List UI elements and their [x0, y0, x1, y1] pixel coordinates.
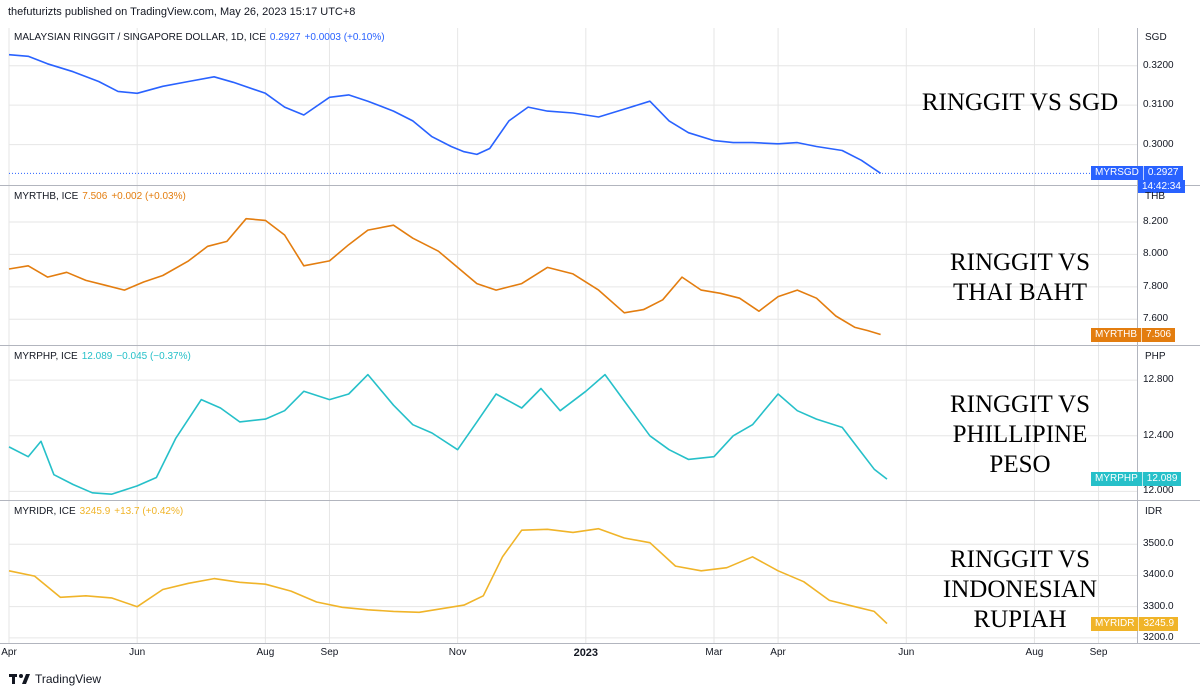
- price-axis-currency: THB: [1145, 191, 1165, 202]
- chart-pane-myridr[interactable]: MYRIDR, ICE 3245.9 +13.7 (+0.42%) IDR 3500.0…: [0, 502, 1200, 643]
- price-tag-symbol: MYRSGD: [1095, 167, 1139, 179]
- series-title: MYRTHB, ICE: [14, 191, 79, 202]
- chart-pane-myrphp[interactable]: MYRPHP, ICE 12.089 −0.045 (−0.37%) PHP 12.80…: [0, 347, 1200, 499]
- last-price-tag: MYRSGD 0.2927: [1091, 166, 1183, 181]
- price-tag-value: 3245.9: [1138, 616, 1178, 631]
- price-axis-label: 7.800: [1143, 280, 1169, 292]
- x-tick-label: Sep: [320, 647, 339, 658]
- last-price-tag: MYRIDR 3245.9: [1091, 616, 1179, 631]
- annotation-text: RINGGIT VS THAI BAHT: [905, 248, 1135, 308]
- price-axis-label: 3300.0: [1143, 600, 1174, 612]
- annotation-line: RINGGIT VS SGD: [921, 89, 1119, 116]
- x-tick-label: Mar: [705, 647, 723, 658]
- price-axis-label: 8.200: [1143, 215, 1169, 227]
- pane-legend: MYRTHB, ICE 7.506 +0.002 (+0.03%): [14, 191, 190, 202]
- series-value: 3245.9: [79, 506, 111, 517]
- x-tick-label: Aug: [256, 647, 275, 658]
- series-title: MYRPHP, ICE: [14, 351, 78, 362]
- publication-header: thefuturizts published on TradingView.co…: [8, 6, 356, 18]
- myrphp-series-line[interactable]: [8, 373, 888, 496]
- series-change: +0.0003 (+0.10%): [304, 32, 385, 43]
- price-axis-label: 0.3100: [1143, 99, 1174, 111]
- last-price-tag: MYRPHP 12.089: [1091, 472, 1182, 487]
- price-axis-currency: IDR: [1145, 506, 1163, 517]
- price-axis-label: 7.600: [1143, 313, 1169, 325]
- tradingview-footer[interactable]: TradingView: [9, 672, 101, 686]
- x-tick-label: Apr: [770, 647, 786, 658]
- chart-pane-myrthb[interactable]: MYRTHB, ICE 7.506 +0.002 (+0.03%) THB 8.200 8…: [0, 187, 1200, 344]
- last-price-tag: MYRTHB 7.506: [1091, 327, 1176, 342]
- price-axis-label: 0.3200: [1143, 59, 1174, 71]
- annotation-line: PESO: [989, 451, 1051, 478]
- annotation-text: RINGGIT VS SGD: [905, 88, 1135, 118]
- price-tag-value: 7.506: [1141, 327, 1175, 342]
- price-axis-label: 0.3000: [1143, 138, 1174, 150]
- price-axis-currency: SGD: [1145, 32, 1167, 43]
- myridr-series-line[interactable]: [8, 527, 888, 625]
- annotation-line: INDONESIAN: [942, 576, 1098, 603]
- price-axis-label: 12.800: [1143, 374, 1174, 386]
- series-value: 12.089: [81, 351, 113, 362]
- price-axis-currency: PHP: [1145, 351, 1166, 362]
- annotation-line: PHILLIPINE: [952, 421, 1088, 448]
- price-axis-label: 8.000: [1143, 248, 1169, 260]
- price-axis-label: 3400.0: [1143, 569, 1174, 581]
- x-tick-label: Sep: [1089, 647, 1108, 658]
- annotation-line: RINGGIT VS: [949, 249, 1091, 276]
- tradingview-logo: [9, 674, 30, 684]
- series-change: +0.002 (+0.03%): [111, 191, 186, 202]
- series-title: MYRIDR, ICE: [14, 506, 76, 517]
- annotation-line: RINGGIT VS: [949, 546, 1091, 573]
- price-axis-label: 3200.0: [1143, 631, 1174, 643]
- x-tick-label: Nov: [448, 647, 467, 658]
- x-tick-label: Jun: [898, 647, 915, 658]
- x-tick-label: Aug: [1025, 647, 1044, 658]
- price-tag-symbol: MYRPHP: [1095, 473, 1138, 485]
- price-axis-label: 3500.0: [1143, 538, 1174, 550]
- price-tag-value: 0.2927: [1142, 166, 1183, 181]
- price-tag-symbol: MYRTHB: [1095, 328, 1138, 340]
- price-axis-label: 12.400: [1143, 429, 1174, 441]
- chart-pane-myrsgd[interactable]: MALAYSIAN RINGGIT / SINGAPORE DOLLAR, 1D…: [0, 28, 1200, 194]
- annotation-line: RUPIAH: [973, 606, 1067, 633]
- myrthb-series-line[interactable]: [8, 217, 881, 336]
- x-tick-label: Jun: [129, 647, 146, 658]
- x-tick-label: 2023: [573, 647, 599, 659]
- series-value: 0.2927: [269, 32, 301, 43]
- price-tag-symbol: MYRIDR: [1095, 617, 1135, 629]
- series-change: −0.045 (−0.37%): [116, 351, 191, 362]
- annotation-line: THAI BAHT: [952, 279, 1087, 306]
- series-value: 7.506: [82, 191, 108, 202]
- myrsgd-series-line[interactable]: [8, 53, 882, 174]
- annotation-line: RINGGIT VS: [949, 391, 1091, 418]
- tradingview-footer-text: TradingView: [35, 672, 102, 686]
- pane-legend: MYRIDR, ICE 3245.9 +13.7 (+0.42%): [14, 506, 187, 517]
- pane-legend: MYRPHP, ICE 12.089 −0.045 (−0.37%): [14, 351, 195, 362]
- annotation-text: RINGGIT VS PHILLIPINE PESO: [905, 390, 1135, 480]
- series-change: +13.7 (+0.42%): [114, 506, 184, 517]
- bar-countdown-label: 14:42:34: [1138, 180, 1185, 194]
- price-axis-label: 12.000: [1143, 485, 1174, 497]
- pane-legend: MALAYSIAN RINGGIT / SINGAPORE DOLLAR, 1D…: [14, 32, 389, 43]
- x-tick-label: Apr: [1, 647, 17, 658]
- price-tag-value: 12.089: [1141, 472, 1182, 487]
- series-title: MALAYSIAN RINGGIT / SINGAPORE DOLLAR, 1D…: [14, 32, 266, 43]
- annotation-text: RINGGIT VS INDONESIAN RUPIAH: [905, 545, 1135, 635]
